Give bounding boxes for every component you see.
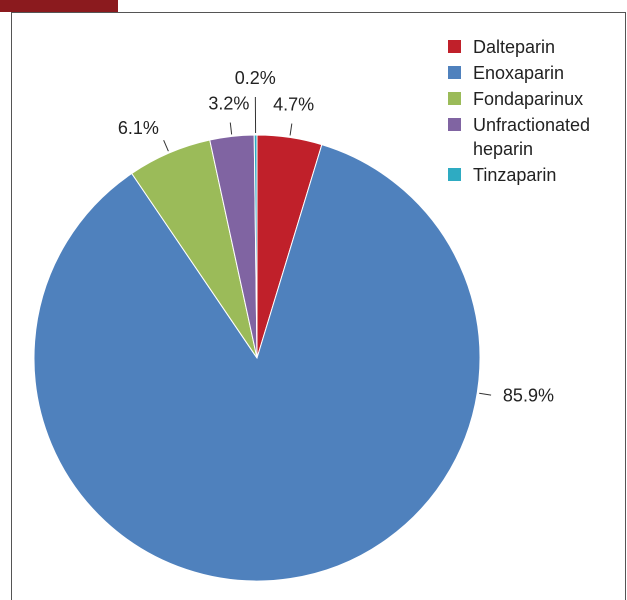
legend-item: Fondaparinux — [446, 87, 616, 111]
legend-swatch — [448, 118, 461, 131]
legend-label: Dalteparin — [473, 37, 556, 57]
legend-swatch — [448, 40, 461, 53]
data-label: 0.2% — [235, 68, 276, 88]
legend-item: Dalteparin — [446, 35, 616, 59]
data-label: 6.1% — [118, 118, 159, 138]
pie-slice — [253, 134, 258, 359]
frame — [11, 12, 626, 600]
leader-line — [229, 122, 233, 135]
data-label: 4.7% — [273, 94, 314, 114]
legend: Dalteparin Enoxaparin Fondaparinux Unfracti… — [446, 35, 616, 189]
legend-label: Enoxaparin — [473, 63, 565, 83]
legend-swatch — [448, 66, 461, 79]
legend-label: Tinzaparin — [473, 165, 557, 185]
leader-line — [163, 139, 169, 152]
legend-label: Fondaparinux — [473, 89, 584, 109]
legend-label: Unfractionated heparin — [473, 115, 591, 159]
legend-item: Enoxaparin — [446, 61, 616, 85]
header-bar — [0, 0, 118, 12]
legend-item: Unfractionated heparin — [446, 113, 616, 161]
leader-line — [289, 123, 293, 136]
legend-swatch — [448, 168, 461, 181]
leader-line — [479, 392, 492, 396]
data-label: 3.2% — [208, 93, 249, 113]
data-label: 85.9% — [503, 386, 554, 406]
pie-slice — [33, 144, 481, 582]
legend-swatch — [448, 92, 461, 105]
legend-item: Tinzaparin — [446, 163, 616, 187]
